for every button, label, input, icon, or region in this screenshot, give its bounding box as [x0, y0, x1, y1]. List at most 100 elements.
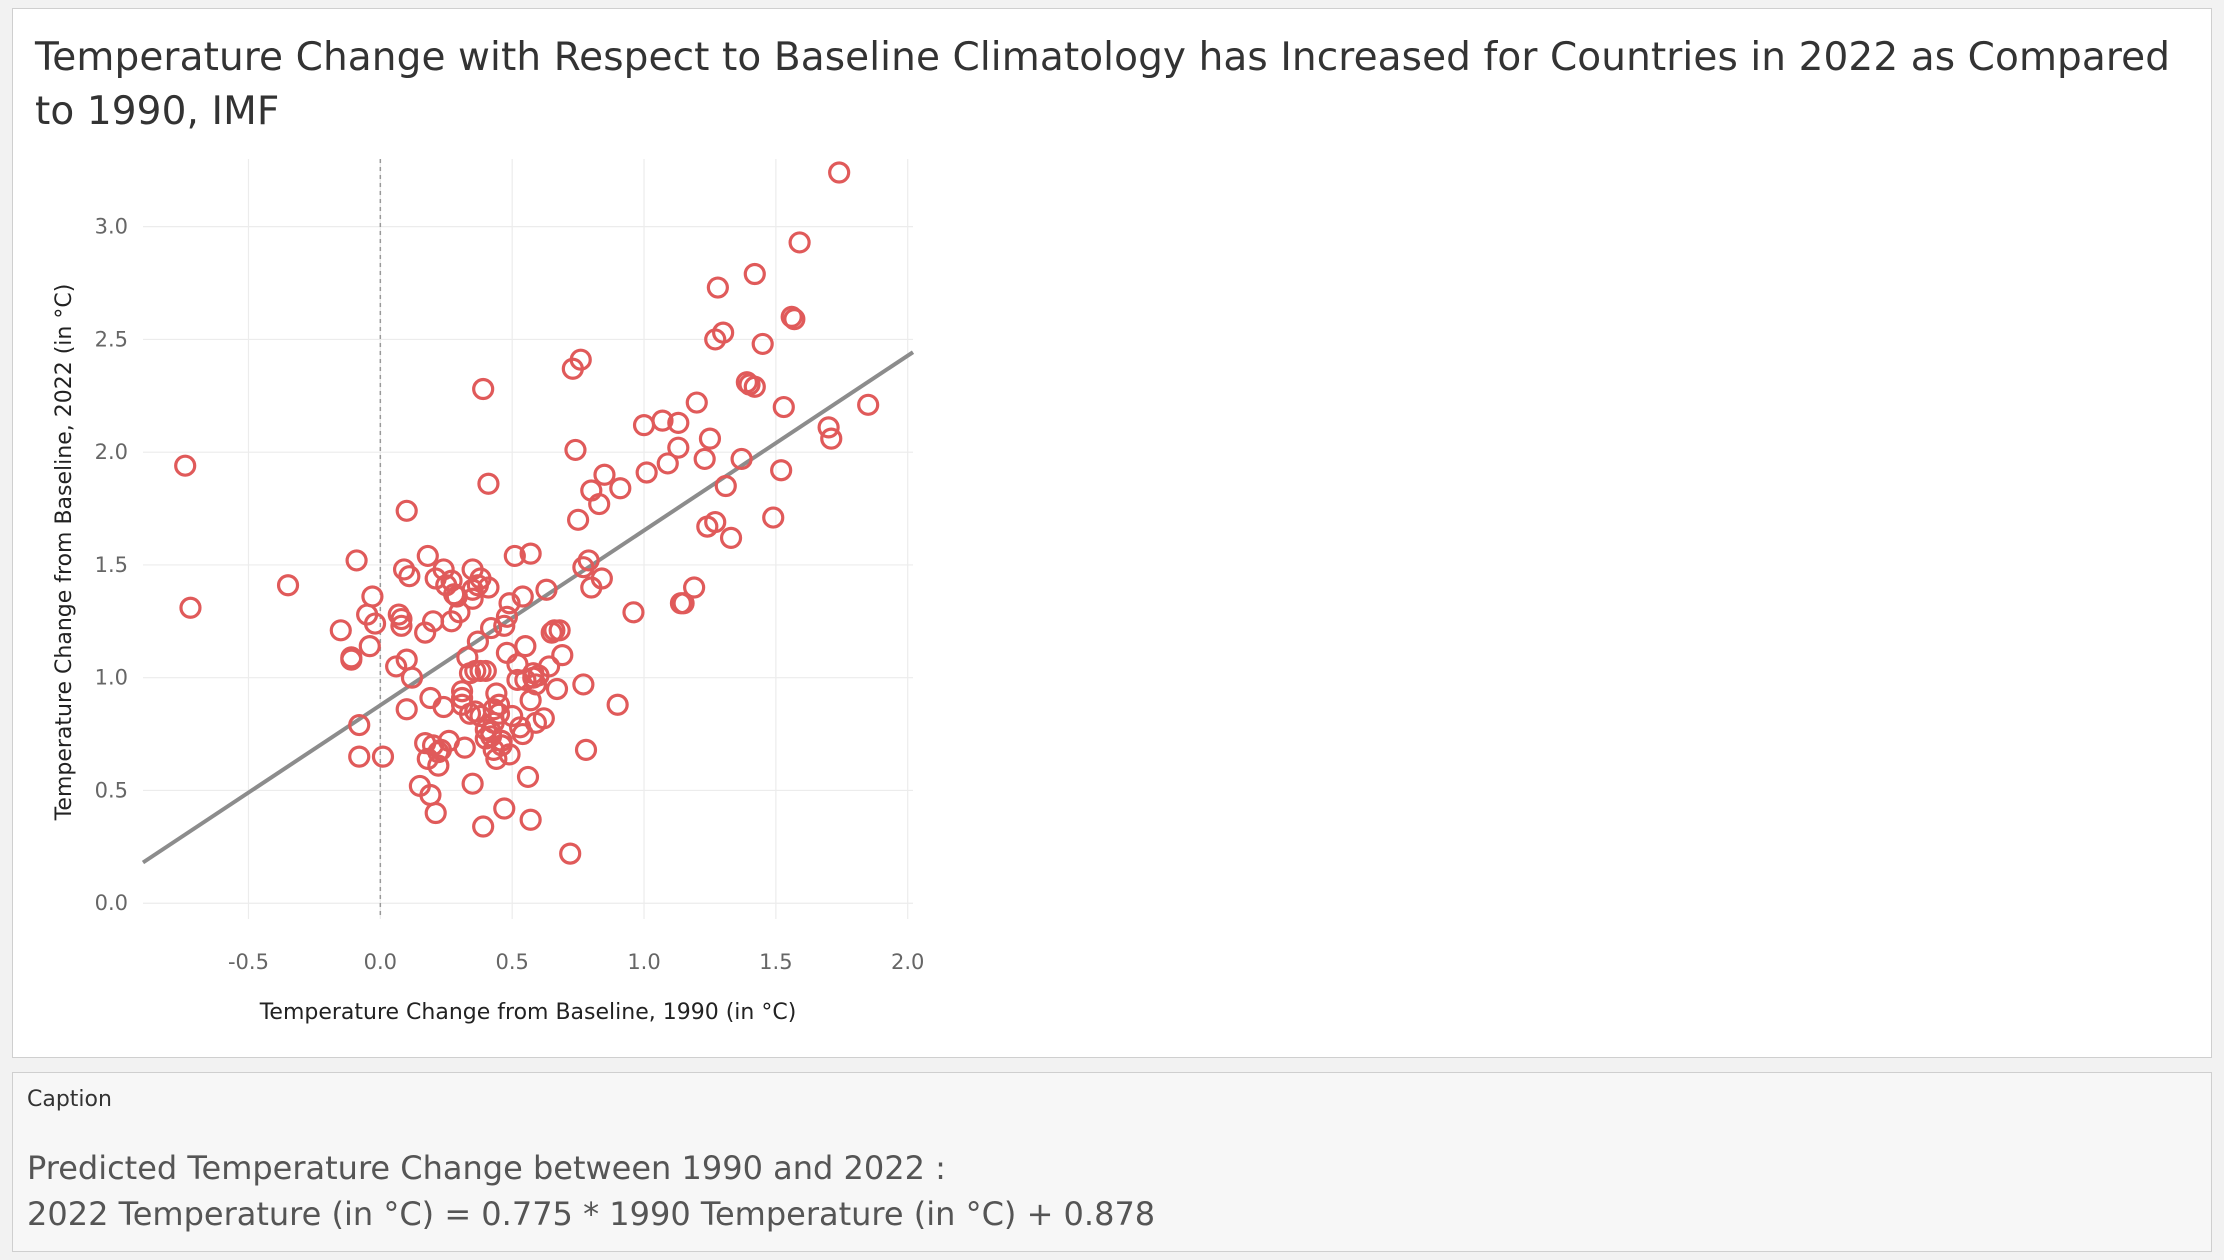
data-point [532, 707, 555, 730]
data-point [493, 614, 516, 637]
data-point [569, 348, 592, 371]
data-point [466, 630, 489, 653]
y-axis-title: Temperature Change from Baseline, 2022 (… [52, 284, 77, 822]
data-point [398, 565, 421, 588]
y-tick-label: 1.5 [95, 553, 128, 577]
data-point [329, 619, 352, 642]
data-point [635, 461, 658, 484]
data-point [762, 506, 785, 529]
data-point [424, 801, 447, 825]
data-point [667, 411, 690, 434]
data-point [472, 377, 495, 401]
data-point [276, 574, 300, 597]
data-point [683, 576, 706, 599]
data-point [820, 427, 843, 450]
data-point [551, 644, 574, 667]
data-point [340, 646, 363, 669]
data-point [448, 601, 471, 624]
data-point [719, 526, 743, 549]
data-point [712, 321, 735, 344]
data-point [651, 409, 674, 432]
x-tick-label: 2.0 [891, 950, 924, 974]
data-point [179, 596, 202, 619]
data-point [770, 459, 793, 482]
data-point [685, 391, 708, 414]
data-point [348, 713, 371, 737]
data-point [416, 544, 439, 568]
data-point [730, 447, 753, 471]
data-point [743, 375, 766, 398]
data-point [495, 641, 519, 664]
data-point [427, 754, 450, 777]
data-point [498, 743, 521, 766]
data-point [519, 808, 542, 831]
data-point [363, 612, 387, 635]
data-point [495, 605, 519, 628]
data-point [564, 438, 587, 462]
data-point [574, 738, 598, 761]
y-tick-label: 2.0 [95, 440, 128, 464]
chart-title: Temperature Change with Respect to Basel… [35, 35, 2171, 134]
gridlines [143, 159, 913, 919]
data-point [548, 619, 571, 642]
data-point [371, 745, 395, 768]
data-point [485, 682, 508, 705]
data-point [461, 587, 484, 610]
caption-text: Predicted Temperature Change between 199… [27, 1145, 1155, 1237]
data-point [588, 492, 611, 516]
x-axis-ticks: -0.5 0.0 0.5 1.0 1.5 2.0 [228, 950, 924, 974]
caption-panel: Caption Predicted Temperature Change bet… [12, 1072, 2212, 1252]
data-point [537, 655, 561, 678]
data-point [477, 576, 500, 599]
data-point [577, 549, 600, 572]
data-point [780, 305, 803, 328]
data-point [788, 231, 811, 254]
y-tick-label: 0.0 [95, 891, 128, 915]
data-point [487, 693, 511, 716]
scatter-chart: -0.5 0.0 0.5 1.0 1.5 2.0 0.0 0.5 1.0 1.5 2.0 2.5 3.… [52, 159, 924, 1025]
data-point [524, 673, 548, 696]
data-point [817, 416, 840, 439]
data-point [395, 499, 418, 522]
data-point [477, 472, 500, 495]
x-tick-label: 0.5 [495, 950, 528, 974]
data-point [453, 736, 476, 759]
caption-line-1: Predicted Temperature Change between 199… [27, 1149, 946, 1187]
data-point [511, 585, 534, 608]
data-point [503, 544, 526, 568]
data-point [857, 393, 880, 416]
data-point [487, 702, 511, 725]
data-point [593, 463, 616, 486]
data-point [606, 693, 629, 716]
chart-panel: Temperature Change with Respect to Basel… [12, 8, 2212, 1058]
data-point [743, 262, 766, 286]
caption-label: Caption [27, 1087, 112, 1112]
y-tick-label: 1.0 [95, 666, 128, 690]
data-point [348, 745, 371, 768]
data-point [493, 797, 516, 820]
data-point [693, 447, 716, 471]
data-point [450, 680, 474, 703]
data-point [395, 698, 418, 721]
data-point [514, 635, 537, 658]
data-point [498, 592, 521, 615]
x-tick-label: 0.0 [364, 950, 397, 974]
data-point [572, 673, 595, 696]
data-point [519, 542, 542, 565]
data-point [609, 477, 632, 500]
data-point [174, 454, 197, 477]
x-axis-title: Temperature Change from Baseline, 1990 (… [259, 1000, 797, 1025]
data-point [704, 510, 727, 534]
y-tick-label: 3.0 [95, 215, 128, 239]
y-tick-label: 2.5 [95, 327, 128, 351]
data-point [511, 722, 534, 746]
data-point [419, 686, 442, 710]
data-point [772, 395, 795, 419]
data-point [390, 607, 413, 631]
data-point [482, 698, 505, 721]
data-point [461, 772, 484, 795]
data-point [714, 474, 737, 498]
data-point [479, 616, 503, 640]
data-point [622, 601, 645, 624]
data-point [672, 592, 695, 615]
